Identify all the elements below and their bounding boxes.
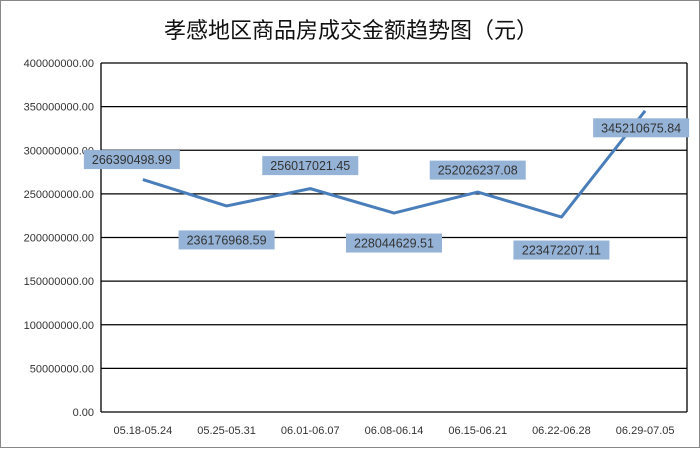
data-label-box (346, 233, 442, 253)
x-tick-label: 06.01-06.07 (281, 425, 340, 437)
data-label: 266390498.99 (92, 153, 172, 167)
y-tick-label: 400000000.00 (24, 58, 94, 70)
data-label: 228044629.51 (354, 237, 434, 251)
x-tick-label: 06.29-07.05 (616, 425, 675, 437)
data-label-box (429, 160, 526, 180)
data-label-box (593, 118, 690, 138)
data-label-box (262, 156, 359, 176)
data-label-box (513, 240, 610, 260)
y-tick-label: 200000000.00 (24, 233, 94, 245)
y-tick-label: 150000000.00 (24, 276, 94, 288)
data-label-box (178, 230, 275, 250)
x-tick-label: 06.08-06.14 (365, 425, 424, 437)
y-tick-label: 350000000.00 (24, 102, 94, 114)
x-tick-label: 06.15-06.21 (448, 425, 507, 437)
x-tick-label: 05.18-05.24 (113, 425, 172, 437)
series-line (142, 109, 647, 219)
data-label-box (83, 150, 180, 170)
x-tick-label: 05.25-05.31 (197, 425, 256, 437)
y-tick-label: 0.00 (73, 407, 94, 419)
data-label: 252026237.08 (438, 164, 518, 178)
data-label: 236176968.59 (187, 233, 267, 247)
chart-title: 孝感地区商品房成交金额趋势图（元） (163, 19, 538, 44)
y-tick-label: 300000000.00 (24, 145, 94, 157)
y-tick-label: 50000000.00 (30, 363, 94, 375)
y-tick-label: 100000000.00 (24, 320, 94, 332)
x-tick-label: 06.22-06.28 (532, 425, 591, 437)
data-label: 256017021.45 (270, 159, 350, 173)
data-label: 223472207.11 (522, 244, 601, 258)
data-label: 345210675.84 (601, 121, 681, 135)
y-tick-label: 250000000.00 (24, 189, 94, 201)
